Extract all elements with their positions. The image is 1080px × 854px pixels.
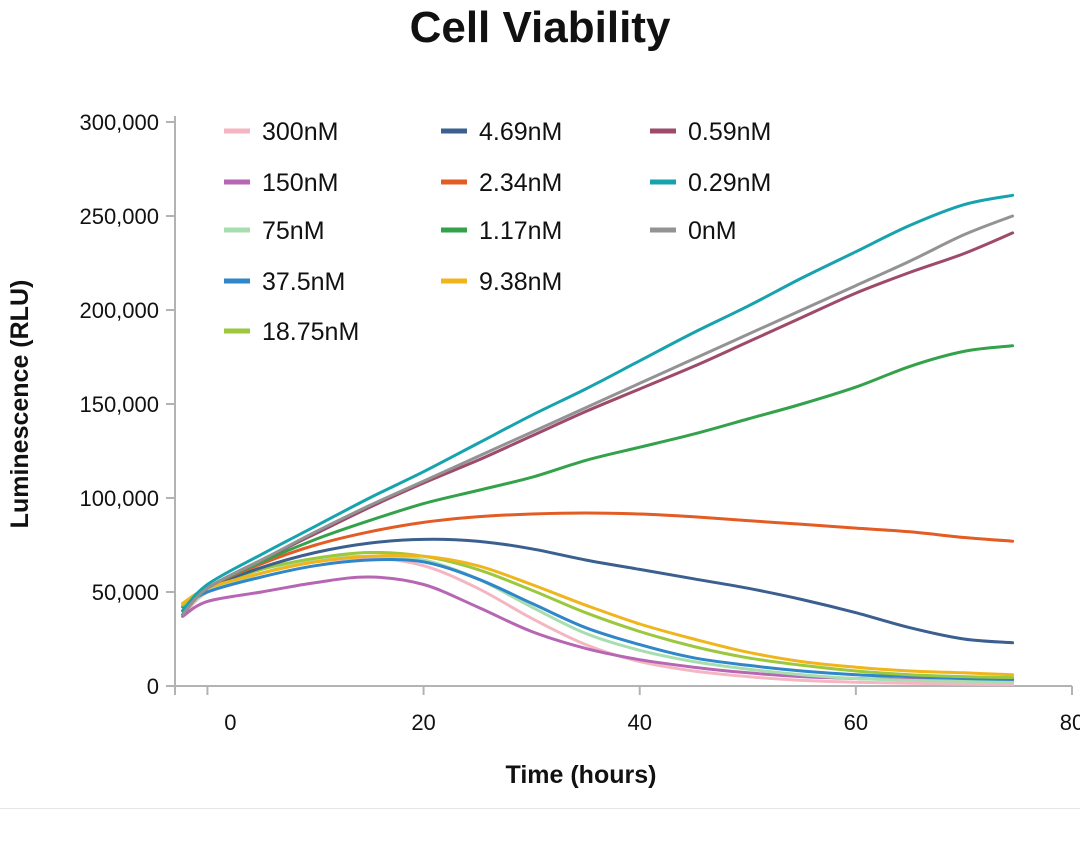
series-line [181, 550, 1015, 679]
legend-label: 75nM [262, 217, 325, 245]
y-axis-title: Luminescence (RLU) [6, 280, 34, 529]
legend-label: 2.34nM [479, 169, 562, 197]
legend-label: 0.59nM [688, 118, 771, 146]
legend-label: 18.75nM [262, 318, 359, 346]
y-tick-label: 150,000 [79, 392, 159, 417]
y-tick-label: 250,000 [79, 204, 159, 229]
x-tick-label: 80 [1060, 710, 1080, 735]
legend-label: 0.29nM [688, 169, 771, 197]
series-line [181, 193, 1015, 613]
series-line [181, 511, 1015, 617]
series-line [181, 575, 1015, 683]
legend: 300nM 150nM 75nM 37.5nM 18.75nM 4.69nM 2.34nM 1… [224, 118, 771, 346]
series-line [181, 558, 1015, 681]
legend-label: 9.38nM [479, 268, 562, 296]
y-tick-label: 0 [147, 674, 159, 699]
x-tick-label: 40 [627, 710, 651, 735]
series-line [181, 537, 1015, 645]
legend-label: 37.5nM [262, 268, 345, 296]
y-tick-label: 50,000 [92, 580, 159, 605]
legend-label: 4.69nM [479, 118, 562, 146]
footer-divider [0, 808, 1080, 809]
y-tick-label: 300,000 [79, 110, 159, 135]
x-tick-label: 60 [844, 710, 868, 735]
series-line [181, 553, 1015, 677]
y-tick-label: 100,000 [79, 486, 159, 511]
chart-title: Cell Viability [409, 3, 671, 52]
legend-label: 150nM [262, 169, 338, 197]
series-line [181, 214, 1015, 617]
series-line [181, 344, 1015, 617]
legend-label: 0nM [688, 217, 737, 245]
y-tick-label: 200,000 [79, 298, 159, 323]
legend-label: 1.17nM [479, 217, 562, 245]
series-layer [181, 193, 1015, 686]
legend-label: 300nM [262, 118, 338, 146]
series-line [181, 554, 1015, 684]
x-axis-title: Time (hours) [506, 761, 657, 789]
x-tick-label: 0 [224, 710, 236, 735]
axes: 0 50,000 100,000 150,000 200,000 250,000 300,0… [79, 110, 1080, 735]
x-tick-label: 20 [411, 710, 435, 735]
